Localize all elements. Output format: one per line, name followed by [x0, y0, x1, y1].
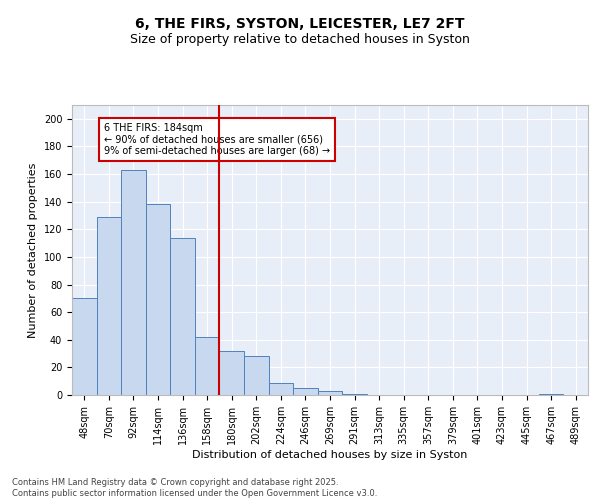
Text: 6, THE FIRS, SYSTON, LEICESTER, LE7 2FT: 6, THE FIRS, SYSTON, LEICESTER, LE7 2FT: [135, 18, 465, 32]
Text: Contains HM Land Registry data © Crown copyright and database right 2025.
Contai: Contains HM Land Registry data © Crown c…: [12, 478, 377, 498]
Y-axis label: Number of detached properties: Number of detached properties: [28, 162, 38, 338]
Bar: [244, 356, 269, 395]
Bar: [195, 337, 220, 395]
Bar: [97, 217, 121, 395]
Text: Size of property relative to detached houses in Syston: Size of property relative to detached ho…: [130, 32, 470, 46]
Bar: [170, 238, 195, 395]
Bar: [146, 204, 170, 395]
Text: 6 THE FIRS: 184sqm
← 90% of detached houses are smaller (656)
9% of semi-detache: 6 THE FIRS: 184sqm ← 90% of detached hou…: [104, 123, 330, 156]
Bar: [269, 382, 293, 395]
Bar: [121, 170, 146, 395]
Bar: [342, 394, 367, 395]
Bar: [293, 388, 318, 395]
Bar: [220, 351, 244, 395]
Bar: [318, 391, 342, 395]
Bar: [72, 298, 97, 395]
X-axis label: Distribution of detached houses by size in Syston: Distribution of detached houses by size …: [193, 450, 467, 460]
Bar: [539, 394, 563, 395]
